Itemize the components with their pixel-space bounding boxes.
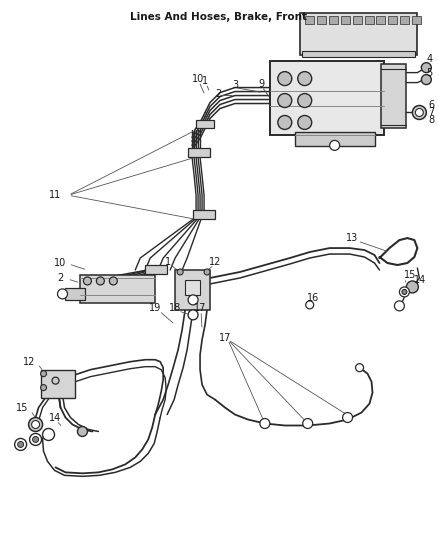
Text: 4: 4 xyxy=(426,54,432,63)
Text: 7: 7 xyxy=(428,108,434,117)
Bar xyxy=(317,16,326,24)
Text: 18: 18 xyxy=(169,303,181,313)
Bar xyxy=(185,280,200,295)
Circle shape xyxy=(278,94,292,108)
Circle shape xyxy=(32,421,39,429)
Text: 15: 15 xyxy=(16,402,28,413)
Bar xyxy=(41,370,75,398)
Text: 14: 14 xyxy=(49,413,62,423)
Bar xyxy=(353,16,361,24)
Circle shape xyxy=(406,281,418,293)
Circle shape xyxy=(41,370,46,377)
Bar xyxy=(389,16,397,24)
Circle shape xyxy=(413,106,426,119)
Circle shape xyxy=(83,277,92,285)
Bar xyxy=(175,270,210,310)
Bar xyxy=(400,16,410,24)
Text: 12: 12 xyxy=(23,357,35,367)
Circle shape xyxy=(399,287,410,297)
Bar xyxy=(188,148,210,157)
Circle shape xyxy=(343,413,353,423)
Circle shape xyxy=(32,437,39,442)
Circle shape xyxy=(204,269,210,275)
Bar xyxy=(196,120,214,128)
Circle shape xyxy=(298,94,312,108)
Text: 12: 12 xyxy=(209,257,221,267)
Bar xyxy=(270,61,385,135)
Bar xyxy=(381,63,406,128)
Text: 17: 17 xyxy=(219,333,231,343)
Circle shape xyxy=(52,377,59,384)
Circle shape xyxy=(78,426,88,437)
Text: 11: 11 xyxy=(49,190,62,200)
Bar xyxy=(193,210,215,219)
Bar xyxy=(300,13,417,55)
Bar xyxy=(364,16,374,24)
Circle shape xyxy=(306,301,314,309)
Circle shape xyxy=(402,289,407,294)
Circle shape xyxy=(395,301,404,311)
Text: 2: 2 xyxy=(57,273,64,283)
Bar xyxy=(341,16,350,24)
Bar xyxy=(145,265,167,274)
Text: Lines And Hoses, Brake, Front: Lines And Hoses, Brake, Front xyxy=(131,12,307,22)
Text: 14: 14 xyxy=(414,275,427,285)
Circle shape xyxy=(421,63,431,72)
Circle shape xyxy=(298,116,312,130)
Text: 8: 8 xyxy=(428,116,434,125)
Text: 17: 17 xyxy=(194,303,206,313)
Circle shape xyxy=(421,75,431,85)
Circle shape xyxy=(18,441,24,447)
Text: 10: 10 xyxy=(192,74,204,84)
Text: 5: 5 xyxy=(426,68,432,78)
Bar xyxy=(66,288,85,300)
Circle shape xyxy=(14,439,27,450)
Bar xyxy=(413,16,421,24)
Circle shape xyxy=(415,109,424,117)
Circle shape xyxy=(298,71,312,86)
Text: 6: 6 xyxy=(428,100,434,109)
Text: 3: 3 xyxy=(232,79,238,90)
Circle shape xyxy=(41,385,46,391)
Text: 1: 1 xyxy=(202,76,208,86)
Circle shape xyxy=(30,433,42,446)
Circle shape xyxy=(42,429,54,440)
Bar xyxy=(305,16,314,24)
Text: 15: 15 xyxy=(404,270,417,280)
Text: 16: 16 xyxy=(307,293,319,303)
Circle shape xyxy=(110,277,117,285)
Circle shape xyxy=(260,418,270,429)
Text: 2: 2 xyxy=(215,88,221,99)
Circle shape xyxy=(330,140,339,150)
Circle shape xyxy=(188,310,198,320)
Bar xyxy=(295,132,374,147)
Text: 13: 13 xyxy=(346,233,358,243)
Circle shape xyxy=(177,269,183,275)
Text: 1: 1 xyxy=(165,257,171,267)
Circle shape xyxy=(57,289,67,299)
Circle shape xyxy=(278,116,292,130)
Text: 9: 9 xyxy=(259,78,265,88)
Text: 10: 10 xyxy=(54,258,67,268)
Circle shape xyxy=(278,71,292,86)
Bar xyxy=(377,16,385,24)
Text: 19: 19 xyxy=(149,303,161,313)
Bar xyxy=(328,16,338,24)
Bar xyxy=(302,51,415,56)
Circle shape xyxy=(303,418,313,429)
Circle shape xyxy=(188,295,198,305)
Circle shape xyxy=(96,277,104,285)
Bar xyxy=(81,275,155,303)
Circle shape xyxy=(28,417,42,432)
Circle shape xyxy=(356,364,364,372)
